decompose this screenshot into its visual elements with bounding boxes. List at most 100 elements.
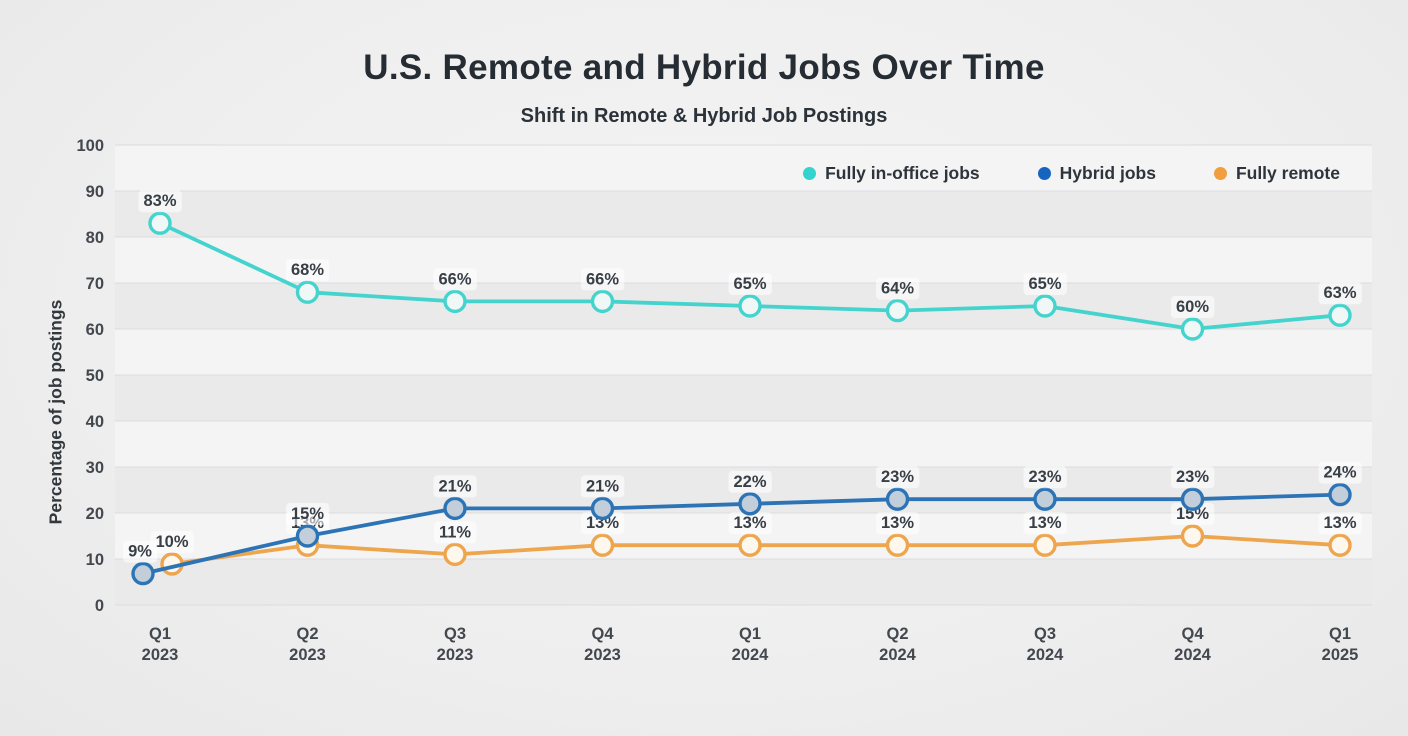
data-label-chip: [285, 503, 330, 525]
y-tick-label: 90: [86, 183, 104, 201]
data-label-chip: [433, 268, 477, 291]
data-label-fully-in-office-jobs: 64%: [881, 280, 914, 298]
data-label-fully-remote: 15%: [1176, 505, 1209, 523]
legend-item-hybrid-jobs[interactable]: Hybrid jobs: [1037, 163, 1156, 184]
x-tick-label: Q4 2024: [1174, 625, 1212, 664]
data-label-chip: [580, 475, 625, 498]
data-label-chip: [875, 277, 920, 300]
chart-subtitle: Shift in Remote & Hybrid Job Postings: [520, 105, 888, 127]
y-tick-label: 30: [86, 459, 104, 477]
data-point-fully-remote[interactable]: [1328, 533, 1352, 557]
data-label-chip: [580, 268, 625, 291]
legend-dot-icon: [1213, 167, 1227, 180]
plot-band: [115, 329, 1372, 375]
data-label-chip: [433, 521, 477, 544]
legend-item-fully-remote[interactable]: Fully remote: [1213, 163, 1340, 184]
plot-band: [115, 191, 1372, 237]
data-label-chip: [580, 512, 625, 535]
data-label-chip: [1318, 461, 1362, 484]
data-point-hybrid-jobs[interactable]: [738, 492, 762, 516]
x-tick-label: Q1 2024: [732, 625, 770, 664]
x-tick-label: Q1 2025: [1322, 625, 1359, 664]
data-label-fully-in-office-jobs: 63%: [1323, 284, 1356, 302]
x-tick-label: Q3 2023: [437, 625, 474, 664]
x-tick-label: Q2 2023: [289, 625, 326, 664]
data-label-fully-remote: 10%: [155, 533, 188, 551]
data-label-chip: [123, 540, 158, 563]
data-point-fully-in-office-jobs[interactable]: [738, 294, 762, 318]
legend-dot-icon: [803, 167, 817, 180]
data-label-chip: [1023, 273, 1067, 295]
data-point-hybrid-jobs[interactable]: [1180, 487, 1205, 511]
data-point-hybrid-jobs[interactable]: [443, 496, 467, 521]
data-label-chip: [150, 531, 194, 553]
data-label-chip: [1170, 296, 1215, 318]
data-point-fully-in-office-jobs[interactable]: [295, 280, 320, 304]
data-label-fully-in-office-jobs: 83%: [143, 192, 176, 210]
data-point-fully-remote[interactable]: [885, 533, 910, 557]
legend-dot-icon: [1037, 167, 1051, 180]
data-label-chip: [728, 273, 772, 295]
data-point-fully-in-office-jobs[interactable]: [885, 298, 910, 323]
plot-band: [115, 375, 1372, 421]
y-tick-label: 100: [76, 137, 104, 155]
data-point-fully-remote[interactable]: [1033, 533, 1057, 557]
data-point-fully-in-office-jobs[interactable]: [1033, 294, 1057, 318]
x-tick-label: Q4 2023: [584, 625, 621, 664]
data-label-hybrid-jobs: 21%: [438, 477, 471, 495]
x-tick-label: Q3 2024: [1027, 625, 1065, 664]
data-label-fully-remote: 13%: [881, 514, 914, 532]
y-tick-label: 80: [86, 229, 104, 247]
data-point-fully-in-office-jobs[interactable]: [1180, 317, 1205, 341]
legend-label: Fully in-office jobs: [825, 163, 980, 183]
data-point-fully-in-office-jobs[interactable]: [1328, 303, 1352, 327]
data-label-chip: [1023, 512, 1067, 535]
legend-label: Hybrid jobs: [1059, 163, 1156, 183]
data-point-fully-in-office-jobs[interactable]: [590, 289, 615, 314]
data-label-hybrid-jobs: 24%: [1323, 464, 1356, 482]
data-point-hybrid-jobs[interactable]: [590, 496, 615, 521]
y-tick-label: 70: [86, 275, 104, 293]
data-label-chip: [728, 470, 772, 493]
data-point-hybrid-jobs[interactable]: [131, 561, 155, 586]
data-label-chip: [1318, 512, 1362, 535]
data-label-chip: [285, 259, 330, 282]
plot-band: [115, 421, 1372, 467]
data-label-hybrid-jobs: 23%: [881, 468, 914, 486]
data-label-chip: [1318, 282, 1362, 305]
data-label-hybrid-jobs: 9%: [128, 543, 152, 561]
data-point-fully-remote[interactable]: [590, 533, 615, 557]
plot-band: [115, 559, 1372, 605]
y-tick-label: 0: [95, 597, 104, 615]
data-label-fully-remote: 11%: [439, 523, 471, 541]
data-label-fully-in-office-jobs: 66%: [586, 270, 619, 288]
x-tick-label: Q2 2024: [879, 625, 917, 664]
data-label-hybrid-jobs: 15%: [291, 505, 324, 523]
data-point-hybrid-jobs[interactable]: [295, 524, 320, 548]
data-point-fully-remote[interactable]: [1180, 524, 1205, 548]
data-point-hybrid-jobs[interactable]: [1033, 487, 1057, 511]
data-label-fully-in-office-jobs: 60%: [1176, 298, 1209, 316]
data-point-hybrid-jobs[interactable]: [1328, 482, 1352, 507]
y-tick-label: 20: [86, 505, 104, 523]
data-label-hybrid-jobs: 21%: [586, 477, 619, 495]
x-tick-label: Q1 2023: [142, 625, 179, 664]
data-label-fully-in-office-jobs: 65%: [733, 275, 766, 293]
legend-label: Fully remote: [1235, 163, 1340, 183]
data-label-chip: [433, 475, 477, 498]
data-point-fully-in-office-jobs[interactable]: [443, 289, 467, 314]
data-point-fully-remote[interactable]: [443, 542, 467, 567]
y-tick-label: 40: [86, 413, 104, 431]
data-label-hybrid-jobs: 22%: [733, 473, 766, 491]
data-point-fully-remote[interactable]: [738, 533, 762, 557]
chart-legend: Fully in-office jobs Hybrid jobs Fully r…: [797, 161, 1346, 186]
data-point-fully-in-office-jobs[interactable]: [148, 211, 172, 235]
data-label-fully-in-office-jobs: 68%: [291, 261, 324, 279]
data-label-chip: [1023, 466, 1067, 489]
data-label-fully-remote: 13%: [733, 514, 766, 532]
data-point-hybrid-jobs[interactable]: [885, 487, 910, 511]
y-tick-label: 60: [86, 321, 104, 339]
data-label-hybrid-jobs: 23%: [1176, 468, 1209, 486]
legend-item-fully-in-office-jobs[interactable]: Fully in-office jobs: [803, 163, 980, 184]
